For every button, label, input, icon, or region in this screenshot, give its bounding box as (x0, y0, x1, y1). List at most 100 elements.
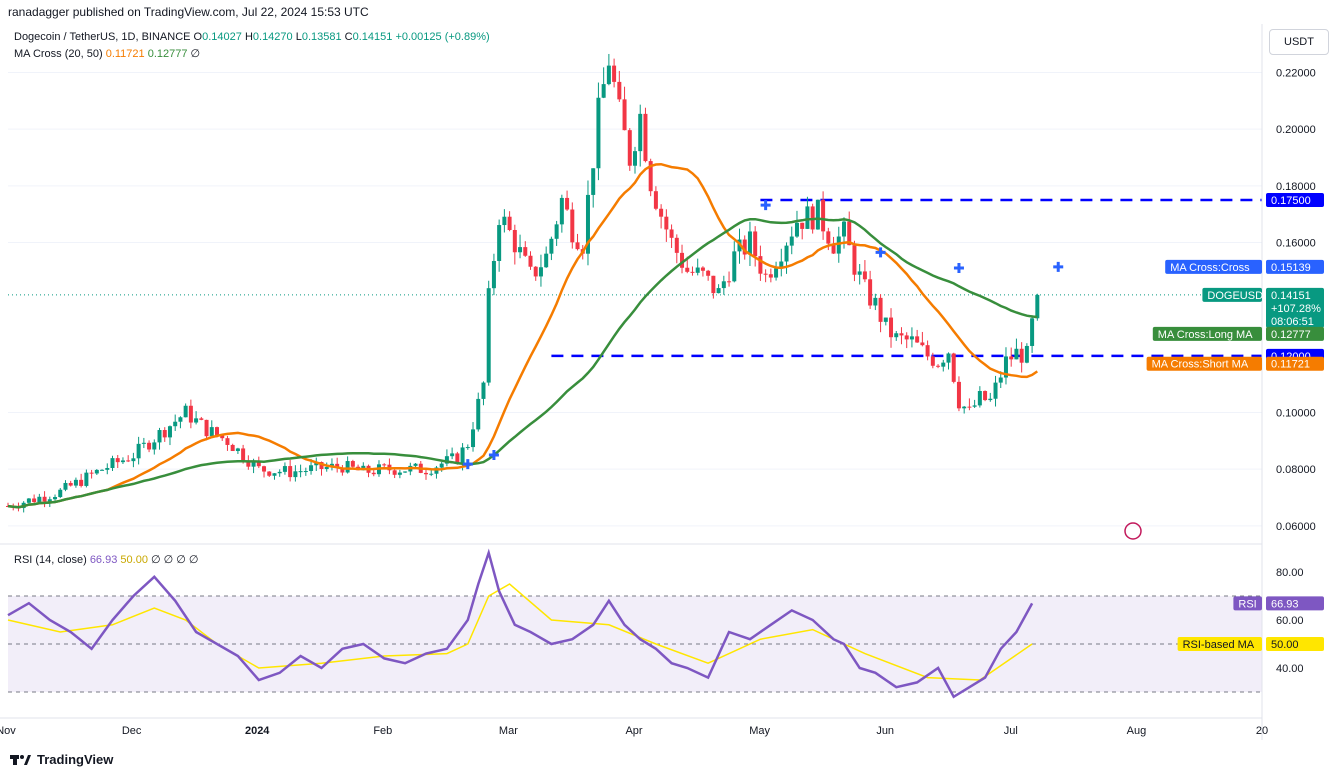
candle-body (732, 251, 737, 282)
candle-body (413, 463, 418, 466)
candle-body (664, 216, 669, 230)
candle-body (690, 271, 695, 273)
candle-body (627, 130, 632, 166)
candle-body (288, 466, 293, 478)
price-label-bg (1266, 356, 1324, 371)
candle-body (538, 267, 543, 277)
high-value: 0.14270 (252, 31, 293, 43)
candle-body (998, 377, 1003, 383)
price-label-extra: +107.28% (1271, 303, 1321, 315)
candle-body (371, 472, 376, 475)
candle-body (842, 221, 846, 237)
candle-body (460, 447, 465, 464)
candle-body (293, 471, 298, 478)
candle-body (131, 458, 136, 462)
candle-body (444, 456, 449, 464)
candle-body (110, 458, 115, 469)
close-label: C (344, 31, 353, 43)
candle-body (209, 427, 214, 437)
x-tick-label: 2024 (245, 725, 270, 737)
candle-body (774, 268, 779, 278)
candle-body (549, 238, 554, 254)
candle-body (967, 406, 972, 408)
candle-body (716, 288, 721, 294)
short-ma-line (7, 162, 1038, 509)
candle-body (1030, 318, 1035, 346)
candle-body (350, 461, 355, 467)
candle-body (805, 206, 810, 229)
candle-body (721, 281, 726, 289)
candle-body (37, 496, 42, 503)
candle-body (105, 468, 110, 470)
candle-body (272, 473, 277, 476)
candle-body (821, 199, 826, 232)
candle-body (230, 444, 235, 452)
currency-button[interactable]: USDT (1269, 29, 1329, 55)
candle-body (335, 463, 340, 468)
candle-body (925, 345, 930, 357)
ma-cross-marker (462, 459, 473, 470)
candle-body (476, 398, 481, 430)
candle-body (930, 356, 935, 366)
price-label: 0.17500 (1271, 195, 1311, 207)
y-tick-label: 0.10000 (1276, 408, 1316, 420)
candle-body (136, 443, 141, 459)
candle-body (89, 472, 94, 474)
candle-body (319, 462, 324, 470)
candle-body (727, 281, 732, 283)
candle-body (178, 417, 183, 422)
candle-body (58, 489, 63, 498)
price-label: RSI (1238, 598, 1256, 610)
candle-body (596, 97, 601, 169)
ma-cross-marker (760, 200, 771, 211)
price-label-bg (1177, 637, 1262, 651)
x-tick-label: Jul (1004, 725, 1018, 737)
price-label: 0.15139 (1271, 262, 1311, 274)
candle-body (638, 113, 643, 152)
price-label: 0.12777 (1271, 329, 1311, 341)
tradingview-logo[interactable]: TradingView (10, 752, 113, 767)
candle-body (235, 448, 240, 452)
price-label-bg (1266, 637, 1324, 651)
candle-body (298, 471, 303, 473)
candle-body (403, 471, 408, 473)
candle-body (653, 191, 658, 209)
candle-body (1035, 294, 1040, 319)
y-tick-label: 0.22000 (1276, 68, 1316, 80)
rsi-value: 66.93 (89, 554, 118, 566)
ma-long-value: 0.12777 (147, 48, 188, 60)
candle-body (800, 222, 805, 229)
candle-body (162, 430, 167, 438)
rsi-extras: ∅ ∅ ∅ ∅ (151, 554, 199, 566)
price-label: MA Cross:Long MA (1158, 329, 1253, 341)
candle-body (512, 229, 517, 253)
candle-body (857, 271, 862, 275)
candle-body (862, 271, 867, 280)
candle-body (502, 216, 507, 226)
candle-body (962, 406, 967, 409)
open-value: 0.14027 (202, 31, 242, 43)
candle-body (648, 161, 653, 192)
price-label-bg (1152, 326, 1262, 341)
x-tick-label: 20 (1256, 725, 1268, 737)
price-label: 0.14151 (1271, 290, 1311, 302)
candle-body (282, 466, 287, 472)
candle-body (904, 335, 909, 340)
candle-body (956, 381, 961, 409)
candle-body (946, 353, 951, 363)
price-label-bg (1266, 596, 1324, 611)
candle-body (73, 479, 78, 486)
candle-body (591, 168, 596, 195)
candle-body (397, 472, 402, 475)
rsi-line (7, 548, 1034, 699)
rsi-tick-label: 60.00 (1276, 615, 1304, 627)
candle-body (533, 266, 538, 277)
candle-body (826, 231, 831, 244)
candle-body (256, 461, 261, 467)
event-icon[interactable] (1124, 522, 1142, 540)
candle-body (84, 472, 89, 486)
candle-body (643, 113, 648, 162)
candle-body (909, 336, 914, 340)
candle-body (450, 453, 455, 457)
